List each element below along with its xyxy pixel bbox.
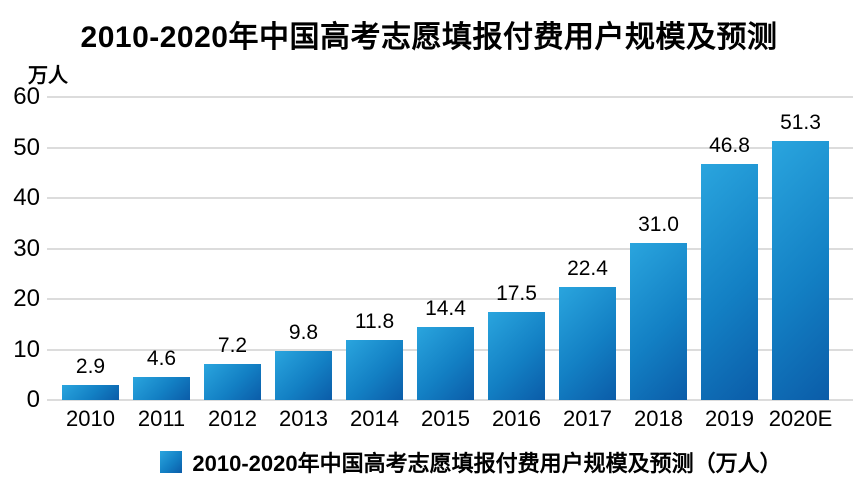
bar-value-label: 2.9: [75, 355, 106, 379]
bar-value-label: 14.4: [425, 297, 466, 321]
gridline: [47, 399, 853, 401]
gridline: [47, 96, 853, 98]
plot-area: 2.9 4.6 7.2 9.8 11.8 14.4 17.5 22.4 31.0 46.8 51.3: [47, 96, 853, 401]
bar-2011: [133, 376, 190, 400]
bar-2010: [62, 385, 119, 400]
bar-value-label: 31.0: [638, 213, 679, 237]
y-tick-label: 20: [13, 285, 40, 312]
x-tick-label: 2015: [421, 406, 470, 431]
bar-2020E: [772, 140, 829, 400]
bar-2017: [559, 286, 616, 400]
x-tick-label: 2018: [634, 406, 683, 431]
y-tick-label: 60: [13, 83, 40, 110]
gridline: [47, 247, 853, 250]
bar-value-label: 22.4: [567, 256, 608, 280]
x-tick-label: 2020E: [768, 406, 833, 431]
gridline: [47, 197, 853, 199]
x-tick-label: 2017: [563, 406, 612, 431]
y-axis-unit-label: 万人: [28, 65, 68, 87]
bar-2016: [488, 311, 545, 400]
x-tick-label: 2014: [350, 406, 399, 431]
bar-value-label: 11.8: [354, 310, 395, 334]
gridline: [47, 298, 853, 300]
y-tick-label: 40: [13, 184, 40, 211]
bar-2013: [275, 350, 332, 400]
bar-2018: [630, 243, 687, 400]
x-tick-label: 2016: [492, 406, 541, 431]
bar-2019: [701, 163, 758, 400]
legend: 2010-2020年中国高考志愿填报付费用户规模及预测（万人）: [42, 446, 858, 478]
bar-value-label: 4.6: [146, 346, 177, 370]
y-tick-label: 50: [13, 133, 40, 161]
y-tick-label: 0: [26, 386, 40, 413]
legend-swatch-icon: [160, 451, 183, 473]
y-tick-label: 30: [13, 234, 40, 262]
bar-value-label: 7.2: [217, 333, 248, 357]
legend-label: 2010-2020年中国高考志愿填报付费用户规模及预测（万人）: [192, 451, 782, 476]
chart-title: 2010-2020年中国高考志愿填报付费用户规模及预测: [80, 21, 778, 54]
x-tick-label: 2011: [137, 406, 186, 431]
bar-value-label: 51.3: [780, 110, 821, 134]
x-tick-label: 2010: [66, 406, 115, 431]
x-tick-label: 2019: [705, 406, 754, 431]
bar-2012: [204, 363, 261, 400]
x-tick-label: 2013: [279, 406, 328, 431]
bar-value-label: 17.5: [496, 281, 537, 305]
x-tick-label: 2012: [208, 406, 257, 431]
bar-value-label: 46.8: [709, 133, 750, 157]
bar-value-label: 9.8: [288, 320, 319, 344]
y-tick-label: 10: [13, 335, 40, 363]
bar-2015: [417, 327, 474, 400]
bar-2014: [346, 340, 403, 400]
gridline: [47, 146, 853, 149]
